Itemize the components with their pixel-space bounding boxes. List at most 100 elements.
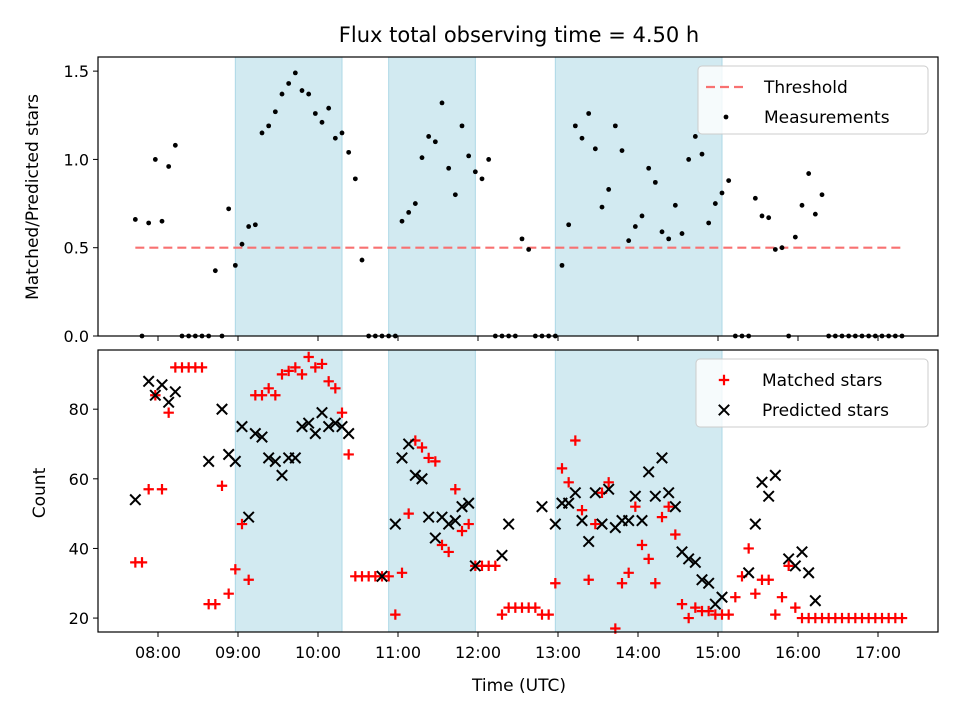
y-tick-label: 40 (69, 539, 89, 558)
matched-star-point (230, 564, 241, 575)
predicted-star-point (262, 452, 275, 464)
matched-star-point (290, 362, 301, 373)
measurement-point (812, 211, 818, 217)
matched-star-point (236, 518, 248, 530)
x-tick-label: 11:00 (375, 643, 421, 662)
matched-star-point (430, 456, 441, 467)
predicted-star-point (562, 497, 575, 510)
matched-star-point (763, 574, 774, 585)
measurement-point (286, 81, 292, 86)
matched-star-point (303, 351, 314, 363)
legend-predicted-swatch (718, 404, 730, 416)
x-tick-label: 14:00 (615, 643, 661, 662)
matched-star-point (743, 543, 754, 554)
measurement-point (292, 70, 298, 76)
matched-star-point (896, 612, 908, 624)
measurement-point (166, 164, 172, 169)
matched-star-point (336, 407, 348, 418)
predicted-star-point (602, 483, 615, 496)
predicted-star-point (342, 427, 355, 440)
measurement-point (519, 236, 525, 242)
matched-star-point (456, 525, 468, 537)
measurement-point (586, 111, 592, 116)
count-panel: 20 40 60 80 08:00 09:00 10:00 11:00 12:00 13:00 14… (69, 349, 939, 662)
measurement-point (692, 134, 698, 139)
measurement-point (152, 157, 158, 162)
measurement-point (772, 247, 778, 252)
measurement-point (239, 241, 245, 247)
predicted-star-point (229, 455, 242, 468)
matched-star-point (496, 609, 508, 620)
legend-box (697, 65, 929, 135)
legend-measurement-swatch (723, 114, 729, 120)
predicted-star-point (249, 427, 262, 440)
predicted-star-point (429, 532, 442, 544)
y-tick-label: 0.5 (64, 239, 89, 258)
predicted-star-point (589, 486, 602, 499)
matched-star-point (750, 588, 761, 599)
y-tick-label: 0.0 (64, 327, 89, 346)
predicted-star-point (309, 427, 322, 440)
measurement-point (246, 224, 252, 229)
predicted-star-point (569, 486, 582, 499)
predicted-star-point (462, 497, 475, 510)
matched-star-point (556, 463, 568, 474)
legend-matched-swatch (718, 374, 730, 386)
predicted-star-point (496, 549, 508, 562)
legend-label: Threshold (763, 78, 848, 98)
matched-star-point (683, 612, 694, 624)
measurement-point (439, 100, 445, 106)
predicted-star-point (149, 389, 162, 402)
matched-star-point (690, 602, 701, 613)
predicted-star-point (236, 420, 248, 433)
measurement-point (319, 119, 325, 125)
predicted-star-point (216, 403, 228, 416)
measurement-point (612, 123, 618, 129)
predicted-star-point (422, 511, 435, 524)
matched-star-point (283, 365, 294, 377)
predicted-star-point (769, 469, 782, 482)
x-tick-label: 17:00 (855, 643, 901, 662)
matched-star-point (263, 383, 274, 394)
y-tick-label: 1.5 (64, 62, 89, 81)
matched-star-point (616, 578, 628, 589)
matched-star-point (396, 567, 408, 579)
predicted-star-point (456, 500, 468, 513)
x-tick-label: 12:00 (455, 643, 501, 662)
measurement-point (639, 213, 645, 219)
predicted-star-point (749, 518, 762, 530)
predicted-star-point (302, 417, 315, 430)
matched-star-point (256, 390, 268, 401)
matched-star-point (223, 588, 234, 599)
matched-star-point (163, 407, 174, 418)
measurement-point (272, 109, 278, 115)
measurement-point (706, 220, 712, 226)
measurement-point (599, 204, 605, 210)
measurement-point (326, 105, 332, 111)
top-ylabel: Matched/Predicted stars (23, 94, 43, 300)
measurement-point (712, 201, 718, 206)
matched-star-point (216, 480, 228, 491)
highlight-span (388, 56, 476, 337)
matched-star-point (543, 609, 554, 620)
predicted-star-point (702, 577, 715, 590)
measurement-point (652, 179, 658, 185)
measurement-point (332, 135, 338, 141)
x-tick-label: 10:00 (295, 643, 341, 662)
matched-star-point (156, 484, 168, 495)
x-tick-label: 13:00 (535, 643, 581, 662)
matched-star-point (790, 602, 801, 613)
matched-star-point (136, 557, 148, 568)
x-tick-label: 15:00 (695, 643, 741, 662)
chart-title: Flux total observing time = 4.50 h (339, 23, 699, 47)
matched-star-point (643, 553, 654, 565)
matched-star-point (436, 539, 448, 551)
measurement-point (352, 176, 358, 182)
predicted-star-point (162, 396, 175, 409)
matched-star-point (590, 518, 601, 530)
predicted-star-point (322, 420, 335, 433)
predicted-star-point (636, 514, 648, 527)
predicted-star-point (296, 420, 308, 433)
predicted-star-point (156, 378, 168, 391)
measurement-point (426, 134, 432, 139)
